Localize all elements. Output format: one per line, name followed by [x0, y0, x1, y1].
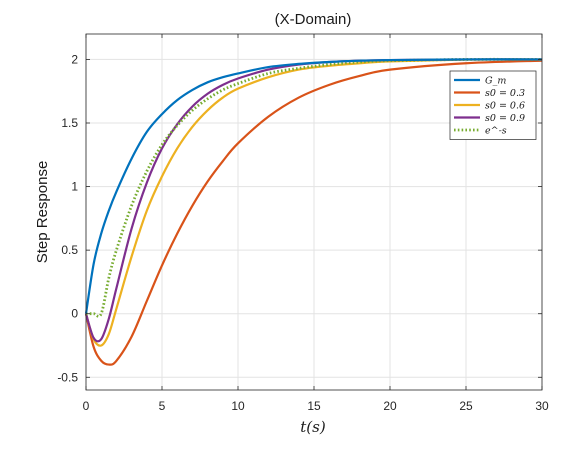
legend-label: G_m — [485, 76, 506, 87]
x-tick-label: 5 — [159, 399, 166, 413]
x-tick-label: 20 — [383, 399, 397, 413]
y-tick-label: 0.5 — [61, 243, 78, 257]
legend-label: s0 = 0.9 — [485, 113, 525, 124]
y-axis-label: Step Response — [34, 161, 51, 264]
x-tick-label: 30 — [535, 399, 549, 413]
chart-title: (X-Domain) — [275, 11, 352, 28]
axis-ticks: 0 5 10 15 20 25 30 -0.5 0 0.5 1 1.5 2 — [57, 34, 549, 413]
series-lines — [84, 57, 543, 366]
x-tick-label: 10 — [231, 399, 245, 413]
legend-label: s0 = 0.6 — [485, 101, 525, 112]
y-tick-label: 1 — [71, 180, 78, 194]
legend: G_ms0 = 0.3 s0 = 0.6s0 = 0.9 e^-s — [449, 70, 537, 140]
x-axis-label: t(s) — [300, 418, 326, 436]
x-tick-label: 15 — [307, 399, 321, 413]
y-tick-label: 1.5 — [61, 116, 78, 130]
legend-label: s0 = 0.3 — [485, 88, 525, 99]
x-tick-label: 25 — [459, 399, 473, 413]
y-tick-label: 0 — [71, 307, 78, 321]
y-tick-label: -0.5 — [57, 370, 78, 384]
y-tick-label: 2 — [71, 52, 78, 66]
series-line-0 — [84, 58, 543, 314]
series-line-4 — [86, 57, 543, 318]
x-tick-label: 0 — [83, 399, 90, 413]
legend-label: e^-s — [485, 126, 507, 137]
series-line-1 — [84, 59, 543, 366]
series-line-2 — [84, 58, 543, 347]
